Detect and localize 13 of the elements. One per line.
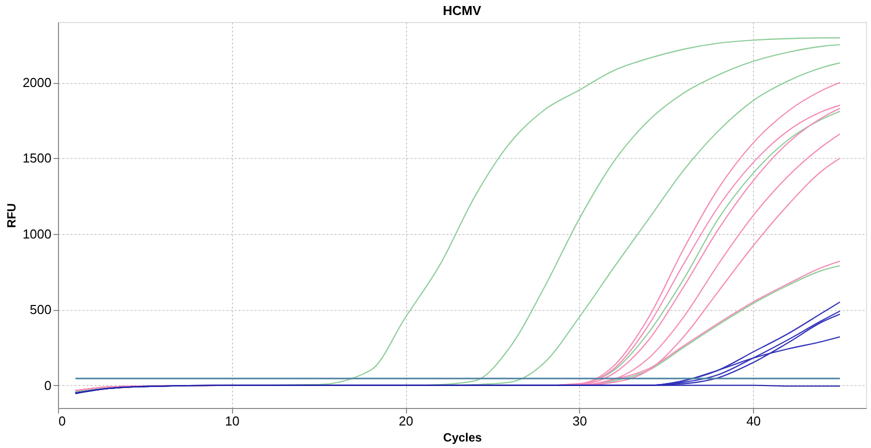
y-axis-title: RFU [4, 203, 19, 228]
x-tick-label: 40 [746, 414, 761, 428]
chart-title: HCMV [442, 3, 482, 18]
y-tick-label: 1500 [22, 150, 52, 166]
y-tick-label: 2000 [22, 75, 52, 90]
x-tick-label: 20 [398, 414, 414, 428]
y-tick-label: 1000 [22, 226, 52, 242]
y-tick-label: 0 [44, 378, 52, 393]
x-tick-label: 10 [225, 414, 240, 428]
x-tick-label: 30 [572, 414, 588, 428]
x-axis-title: Cycles [443, 430, 482, 444]
x-tick-label: 0 [58, 414, 66, 428]
y-tick-label: 500 [30, 302, 52, 318]
